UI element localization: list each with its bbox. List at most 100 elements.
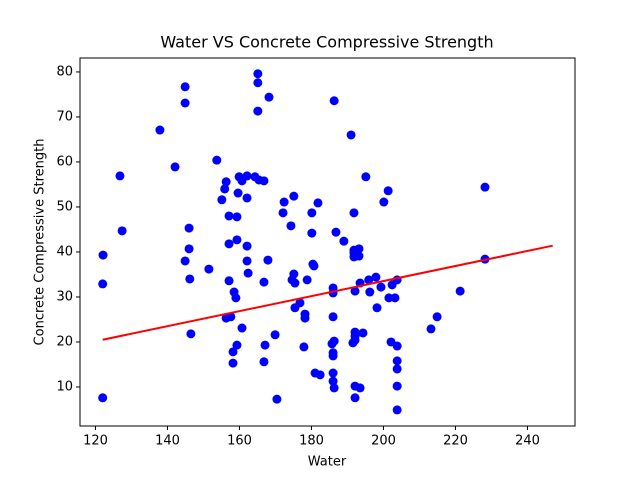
point	[390, 293, 400, 303]
point	[279, 197, 289, 207]
point	[270, 330, 280, 340]
point	[315, 370, 325, 380]
point	[331, 227, 341, 237]
point	[237, 323, 247, 333]
point	[170, 162, 180, 172]
point	[259, 357, 269, 367]
point	[329, 336, 339, 346]
point	[289, 269, 299, 279]
point	[242, 171, 252, 181]
point	[278, 208, 288, 218]
point	[307, 208, 317, 218]
point	[392, 381, 402, 391]
point	[221, 177, 231, 187]
y-tick-label: 70	[56, 109, 73, 124]
point	[346, 130, 356, 140]
point	[358, 328, 368, 338]
point	[232, 235, 242, 245]
point	[180, 98, 190, 108]
point	[349, 208, 359, 218]
point	[328, 312, 338, 322]
x-tick-label: 200	[371, 434, 396, 449]
x-tick-label: 180	[299, 434, 324, 449]
point	[339, 236, 349, 246]
point	[98, 279, 108, 289]
point	[354, 244, 364, 254]
x-axis-label: Water	[308, 455, 347, 470]
point	[184, 223, 194, 233]
fit-line	[102, 244, 553, 341]
point	[392, 364, 402, 374]
y-tick-label: 40	[56, 244, 73, 259]
point	[354, 251, 364, 261]
point	[259, 176, 269, 186]
point	[432, 312, 442, 322]
point	[328, 351, 338, 361]
x-tick-label: 160	[227, 434, 252, 449]
point	[204, 264, 214, 274]
point	[299, 342, 309, 352]
point	[372, 303, 382, 313]
point	[392, 405, 402, 415]
point	[155, 125, 165, 135]
point	[228, 358, 238, 368]
y-tick-label: 30	[56, 289, 73, 304]
point	[224, 276, 234, 286]
point	[253, 78, 263, 88]
point	[383, 186, 393, 196]
point	[242, 241, 252, 251]
point	[217, 195, 227, 205]
point	[426, 324, 436, 334]
point	[253, 106, 263, 116]
point	[184, 244, 194, 254]
point	[307, 228, 317, 238]
point	[212, 155, 222, 165]
point	[376, 282, 386, 292]
point	[392, 341, 402, 351]
point	[117, 226, 127, 236]
y-tick-label: 80	[56, 64, 73, 79]
point	[115, 171, 125, 181]
point	[329, 383, 339, 393]
point	[233, 188, 243, 198]
point	[328, 368, 338, 378]
point	[392, 356, 402, 366]
x-tick-label: 140	[155, 434, 180, 449]
point	[224, 239, 234, 249]
point	[272, 394, 282, 404]
point	[361, 172, 371, 182]
point	[295, 298, 305, 308]
point	[226, 312, 236, 322]
y-tick-label: 60	[56, 154, 73, 169]
point	[350, 335, 360, 345]
point	[480, 182, 490, 192]
point	[289, 191, 299, 201]
point	[98, 393, 108, 403]
point	[290, 278, 300, 288]
point	[260, 340, 270, 350]
point	[180, 256, 190, 266]
point	[264, 92, 274, 102]
plot-frame	[79, 57, 576, 427]
point	[259, 277, 269, 287]
point	[302, 275, 312, 285]
point	[243, 268, 253, 278]
point	[231, 293, 241, 303]
point	[371, 272, 381, 282]
y-tick-label: 50	[56, 199, 73, 214]
point	[455, 286, 465, 296]
point	[220, 184, 230, 194]
y-axis-label: Concrete Compressive Strength	[33, 139, 48, 346]
point	[350, 393, 360, 403]
point	[232, 340, 242, 350]
point	[224, 211, 234, 221]
point	[98, 250, 108, 260]
x-tick-label: 120	[83, 434, 108, 449]
point	[364, 275, 374, 285]
point	[313, 198, 323, 208]
point	[329, 96, 339, 106]
point	[232, 212, 242, 222]
point	[242, 256, 252, 266]
point	[309, 261, 319, 271]
